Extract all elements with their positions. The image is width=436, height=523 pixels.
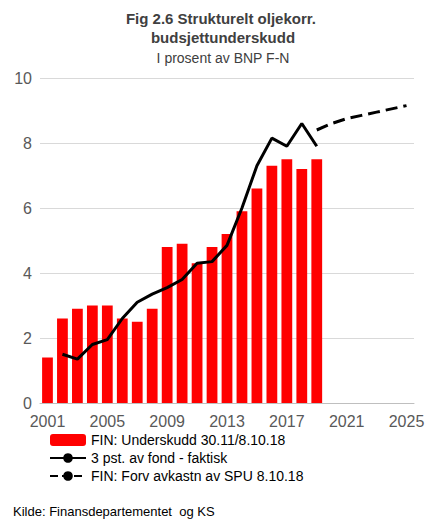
svg-text:2017: 2017	[269, 413, 305, 430]
svg-text:FIN: Underskudd 30.11/8.10.18: FIN: Underskudd 30.11/8.10.18	[91, 432, 286, 448]
svg-text:8: 8	[23, 135, 32, 152]
svg-text:2013: 2013	[209, 413, 245, 430]
svg-text:I prosent av BNP F-N: I prosent av BNP F-N	[157, 50, 290, 66]
svg-text:budsjettunderskudd: budsjettunderskudd	[151, 29, 295, 46]
svg-text:FIN: Forv avkastn av SPU 8.10.: FIN: Forv avkastn av SPU 8.10.18	[91, 468, 304, 484]
svg-text:2: 2	[23, 330, 32, 347]
svg-text:Kilde: Finansdepartementet og: Kilde: Finansdepartementet og KS	[13, 504, 215, 519]
svg-text:4: 4	[23, 265, 32, 282]
svg-text:2001: 2001	[30, 413, 66, 430]
svg-text:2025: 2025	[389, 413, 425, 430]
svg-text:2021: 2021	[329, 413, 365, 430]
svg-text:3 pst. av fond - faktisk: 3 pst. av fond - faktisk	[91, 450, 228, 466]
svg-text:Fig 2.6 Strukturelt oljekorr.: Fig 2.6 Strukturelt oljekorr.	[126, 10, 320, 27]
svg-text:2009: 2009	[149, 413, 185, 430]
svg-text:10: 10	[14, 70, 32, 87]
svg-text:2005: 2005	[90, 413, 126, 430]
svg-text:6: 6	[23, 200, 32, 217]
svg-text:0: 0	[23, 395, 32, 412]
